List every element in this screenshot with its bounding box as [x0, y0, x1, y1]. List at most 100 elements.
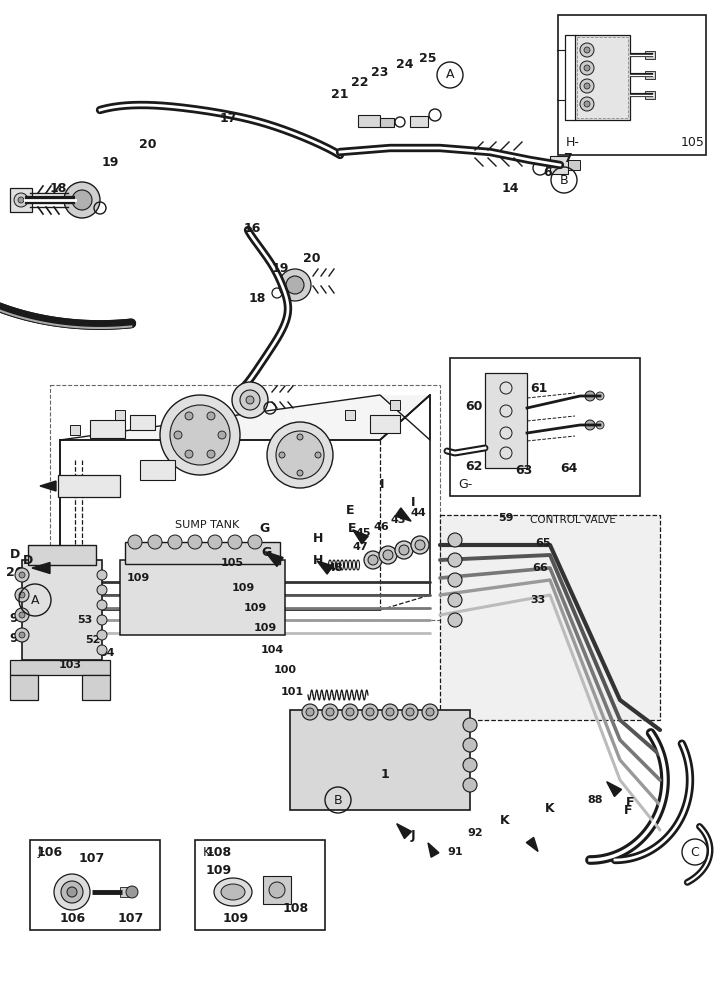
Text: 16: 16	[243, 222, 261, 234]
Polygon shape	[353, 530, 368, 544]
Circle shape	[448, 573, 462, 587]
Circle shape	[386, 708, 394, 716]
Text: 48: 48	[327, 563, 343, 573]
Text: J-: J-	[38, 846, 45, 858]
Text: 66: 66	[532, 563, 548, 573]
Text: 46: 46	[373, 522, 389, 532]
Bar	[568, 160, 580, 170]
Text: 103: 103	[58, 660, 81, 670]
Circle shape	[580, 61, 594, 75]
Circle shape	[395, 541, 413, 559]
Text: H: H	[312, 532, 323, 544]
Circle shape	[19, 572, 25, 578]
Circle shape	[426, 708, 434, 716]
Polygon shape	[397, 824, 412, 839]
Circle shape	[207, 412, 215, 420]
Circle shape	[306, 708, 314, 716]
Text: 21: 21	[331, 89, 348, 102]
Text: G-: G-	[458, 478, 472, 490]
Circle shape	[128, 535, 142, 549]
Circle shape	[279, 269, 311, 301]
Circle shape	[382, 704, 398, 720]
Bar	[450, 358, 640, 496]
Text: C: C	[690, 846, 699, 858]
Circle shape	[463, 738, 477, 752]
Bar	[645, 91, 655, 99]
Circle shape	[402, 704, 418, 720]
Circle shape	[584, 83, 590, 89]
Circle shape	[415, 540, 425, 550]
Text: F: F	[624, 804, 632, 816]
Text: 108: 108	[206, 846, 232, 858]
Bar	[30, 840, 160, 930]
Circle shape	[362, 704, 378, 720]
Circle shape	[448, 553, 462, 567]
Circle shape	[584, 65, 590, 71]
Circle shape	[368, 555, 378, 565]
Polygon shape	[395, 508, 411, 521]
Bar	[10, 188, 32, 212]
Circle shape	[448, 613, 462, 627]
Text: 107: 107	[79, 852, 105, 864]
Circle shape	[61, 881, 83, 903]
Text: 109: 109	[231, 583, 255, 593]
Bar	[390, 400, 400, 410]
Text: 6: 6	[544, 166, 552, 180]
Circle shape	[232, 382, 268, 418]
Text: 14: 14	[501, 182, 518, 194]
Circle shape	[15, 608, 29, 622]
Circle shape	[584, 47, 590, 53]
Circle shape	[64, 182, 100, 218]
Circle shape	[422, 704, 438, 720]
Bar	[558, 15, 706, 155]
Bar	[345, 410, 355, 420]
Circle shape	[342, 704, 358, 720]
Text: 23: 23	[372, 66, 389, 80]
Text: 91: 91	[447, 847, 463, 857]
Circle shape	[19, 612, 25, 618]
Polygon shape	[526, 837, 538, 851]
Circle shape	[584, 101, 590, 107]
Circle shape	[302, 704, 318, 720]
Polygon shape	[265, 552, 283, 567]
Circle shape	[596, 392, 604, 400]
Text: K-: K-	[203, 846, 215, 858]
Text: 53: 53	[77, 615, 93, 625]
Circle shape	[411, 536, 429, 554]
Circle shape	[185, 450, 193, 458]
Circle shape	[207, 450, 215, 458]
Circle shape	[19, 632, 25, 638]
Bar	[90, 420, 125, 438]
Circle shape	[297, 434, 303, 440]
Text: 47: 47	[352, 542, 368, 552]
Bar	[645, 71, 655, 79]
Bar	[130, 415, 155, 430]
Text: B: B	[333, 794, 342, 806]
Text: 101: 101	[280, 687, 304, 697]
Circle shape	[596, 421, 604, 429]
Circle shape	[315, 452, 321, 458]
Bar	[10, 660, 110, 675]
Text: CONTROL VALVE: CONTROL VALVE	[530, 515, 616, 525]
Circle shape	[379, 546, 397, 564]
Text: 109: 109	[206, 863, 232, 876]
Text: 105: 105	[681, 136, 705, 149]
Circle shape	[19, 592, 25, 598]
Circle shape	[276, 431, 324, 479]
Circle shape	[448, 593, 462, 607]
Circle shape	[97, 570, 107, 580]
Circle shape	[463, 758, 477, 772]
Circle shape	[463, 718, 477, 732]
Bar	[125, 542, 280, 564]
Circle shape	[160, 395, 240, 475]
Text: 19: 19	[271, 261, 289, 274]
Circle shape	[269, 882, 285, 898]
Circle shape	[18, 197, 24, 203]
Circle shape	[267, 422, 333, 488]
Text: 64: 64	[560, 462, 577, 475]
Text: 18: 18	[248, 292, 266, 304]
Circle shape	[54, 874, 90, 910]
Bar	[115, 410, 125, 420]
Bar	[263, 876, 291, 904]
Circle shape	[218, 431, 226, 439]
